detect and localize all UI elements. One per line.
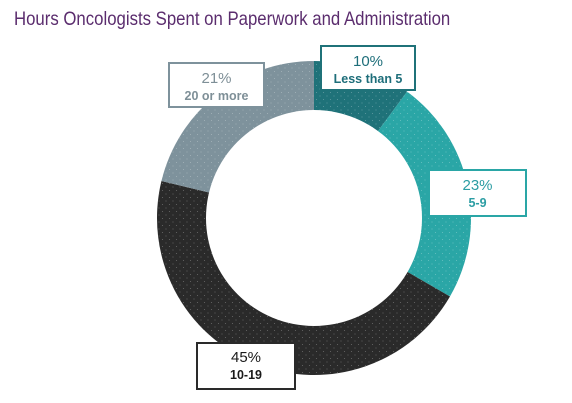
slice-label-value: 23% (462, 177, 493, 194)
slice-label-category: 10-19 (230, 368, 262, 382)
callout-10-19: 45% 10-19 (196, 342, 296, 390)
callout-20-or-more: 21% 20 or more (168, 62, 265, 108)
slice-label-category: 5-9 (468, 196, 487, 210)
slice-label-value: 45% (230, 349, 262, 366)
slice-label-category: Less than 5 (333, 72, 403, 86)
slice-label-value: 10% (352, 53, 384, 70)
slice-label-value: 21% (201, 70, 232, 87)
callout-less-than-5: 10% Less than 5 (320, 45, 416, 91)
chart-title: Hours Oncologists Spent on Paperwork and… (14, 8, 451, 30)
donut-hole (206, 110, 422, 326)
slice-label-category: 20 or more (184, 89, 249, 103)
callout-5-9: 23% 5-9 (428, 169, 527, 217)
